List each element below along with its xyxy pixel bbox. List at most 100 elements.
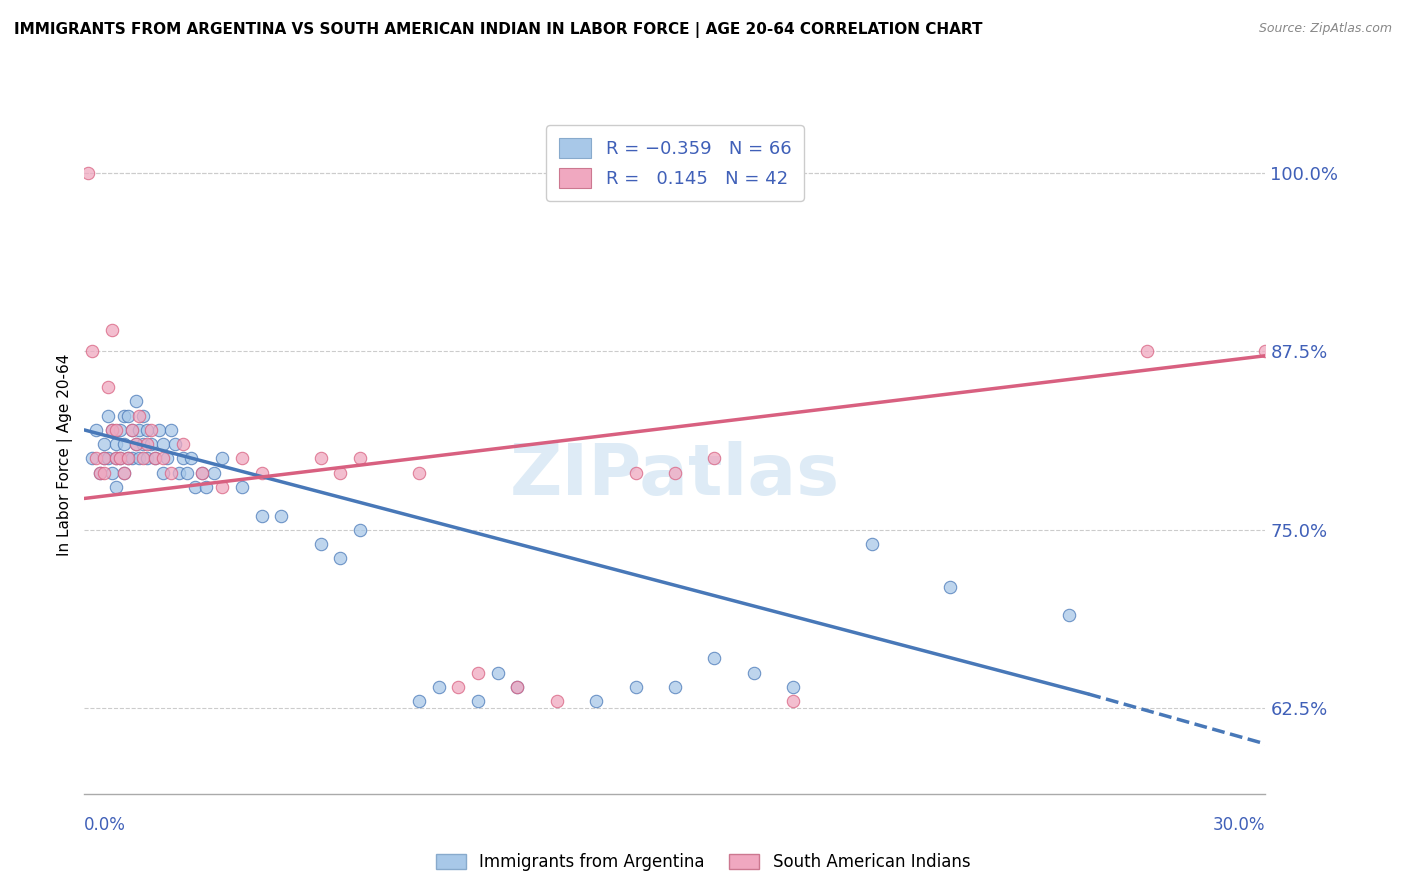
Point	[270, 508, 292, 523]
Point	[309, 537, 332, 551]
Point	[152, 451, 174, 466]
Point	[195, 480, 218, 494]
Legend: Immigrants from Argentina, South American Indians: Immigrants from Argentina, South America…	[427, 845, 979, 880]
Point	[250, 508, 273, 523]
Point	[136, 423, 159, 437]
Point	[167, 466, 190, 480]
Point	[782, 694, 804, 708]
Text: IMMIGRANTS FROM ARGENTINA VS SOUTH AMERICAN INDIAN IN LABOR FORCE | AGE 20-64 CO: IMMIGRANTS FROM ARGENTINA VS SOUTH AMERI…	[14, 22, 983, 38]
Point	[121, 451, 143, 466]
Point	[101, 423, 124, 437]
Point	[108, 423, 131, 437]
Point	[97, 451, 120, 466]
Point	[329, 466, 352, 480]
Point	[84, 423, 107, 437]
Point	[136, 437, 159, 451]
Point	[231, 451, 253, 466]
Point	[124, 437, 146, 451]
Point	[467, 694, 489, 708]
Point	[101, 323, 124, 337]
Point	[183, 480, 205, 494]
Point	[664, 466, 686, 480]
Point	[467, 665, 489, 680]
Point	[93, 466, 115, 480]
Point	[93, 451, 115, 466]
Point	[121, 423, 143, 437]
Point	[152, 466, 174, 480]
Text: ZIPatlas: ZIPatlas	[510, 441, 839, 509]
Point	[93, 451, 115, 466]
Point	[132, 409, 155, 423]
Point	[742, 665, 765, 680]
Point	[664, 680, 686, 694]
Point	[703, 451, 725, 466]
Point	[128, 451, 150, 466]
Point	[117, 451, 139, 466]
Point	[117, 409, 139, 423]
Point	[624, 466, 647, 480]
Point	[132, 437, 155, 451]
Point	[132, 451, 155, 466]
Text: Source: ZipAtlas.com: Source: ZipAtlas.com	[1258, 22, 1392, 36]
Point	[163, 437, 186, 451]
Point	[156, 451, 179, 466]
Point	[124, 437, 146, 451]
Point	[82, 451, 104, 466]
Point	[180, 451, 202, 466]
Point	[82, 344, 104, 359]
Point	[143, 451, 166, 466]
Point	[143, 451, 166, 466]
Point	[309, 451, 332, 466]
Point	[97, 380, 120, 394]
Point	[141, 437, 163, 451]
Point	[77, 166, 100, 180]
Point	[506, 680, 529, 694]
Point	[585, 694, 607, 708]
Point	[108, 451, 131, 466]
Point	[84, 451, 107, 466]
Point	[231, 480, 253, 494]
Point	[104, 423, 127, 437]
Point	[191, 466, 214, 480]
Point	[191, 466, 214, 480]
Point	[506, 680, 529, 694]
Point	[1136, 344, 1159, 359]
Point	[860, 537, 883, 551]
Point	[202, 466, 225, 480]
Point	[112, 437, 135, 451]
Point	[104, 480, 127, 494]
Point	[104, 451, 127, 466]
Point	[89, 466, 111, 480]
Text: 0.0%: 0.0%	[84, 816, 127, 834]
Point	[112, 466, 135, 480]
Point	[101, 466, 124, 480]
Point	[349, 523, 371, 537]
Point	[93, 437, 115, 451]
Point	[89, 466, 111, 480]
Point	[176, 466, 198, 480]
Point	[427, 680, 450, 694]
Point	[148, 423, 170, 437]
Point	[160, 423, 183, 437]
Point	[546, 694, 568, 708]
Point	[104, 451, 127, 466]
Legend: R = −0.359   N = 66, R =   0.145   N = 42: R = −0.359 N = 66, R = 0.145 N = 42	[546, 125, 804, 201]
Point	[121, 423, 143, 437]
Point	[117, 451, 139, 466]
Y-axis label: In Labor Force | Age 20-64: In Labor Force | Age 20-64	[58, 354, 73, 556]
Point	[124, 394, 146, 409]
Point	[1057, 608, 1080, 623]
Point	[104, 437, 127, 451]
Point	[703, 651, 725, 665]
Point	[160, 466, 183, 480]
Point	[112, 409, 135, 423]
Point	[329, 551, 352, 566]
Point	[1254, 344, 1277, 359]
Point	[211, 480, 233, 494]
Point	[128, 409, 150, 423]
Point	[141, 423, 163, 437]
Point	[486, 665, 509, 680]
Text: 30.0%: 30.0%	[1213, 816, 1265, 834]
Point	[211, 451, 233, 466]
Point	[250, 466, 273, 480]
